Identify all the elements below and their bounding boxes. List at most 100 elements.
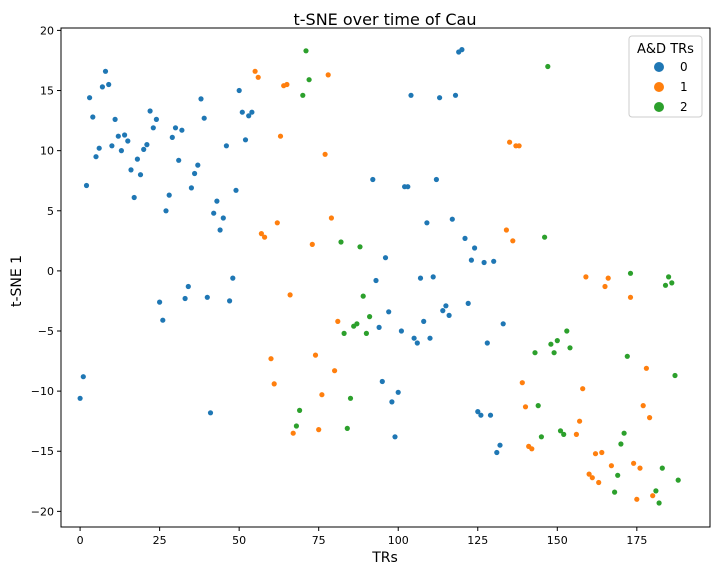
legend: A&D TRs 0 1 2 <box>628 35 703 118</box>
scatter-point-series-0-80 <box>449 216 455 222</box>
scatter-point-series-0-53 <box>246 113 252 119</box>
scatter-point-series-0-25 <box>157 299 163 305</box>
scatter-point-series-0-30 <box>172 125 179 131</box>
scatter-point-series-0-83 <box>459 47 465 53</box>
legend-marker-0 <box>654 62 664 72</box>
scatter-point-series-2-20 <box>548 341 554 347</box>
scatter-point-series-0-17 <box>131 194 137 201</box>
scatter-point-series-1-46 <box>640 403 646 409</box>
scatter-point-series-0-22 <box>147 108 153 114</box>
scatter-point-series-0-55 <box>370 176 376 183</box>
scatter-point-series-2-21 <box>551 350 557 356</box>
x-tick-label-175: 175 <box>626 534 647 547</box>
scatter-point-series-1-49 <box>650 493 656 499</box>
plot-frame <box>60 27 711 528</box>
scatter-point-series-0-29 <box>169 134 175 140</box>
scatter-point-series-1-5 <box>271 381 277 387</box>
scatter-point-series-0-52 <box>242 137 249 143</box>
scatter-point-series-0-38 <box>198 96 204 102</box>
scatter-point-series-0-7 <box>99 84 105 90</box>
scatter-point-series-0-67 <box>408 92 414 98</box>
scatter-point-series-1-37 <box>596 479 602 486</box>
scatter-point-series-2-40 <box>675 477 681 483</box>
y-tick-label--10: −10 <box>31 385 54 398</box>
y-tick-label-5: 5 <box>47 205 54 218</box>
scatter-point-series-1-21 <box>503 227 509 233</box>
scatter-point-series-0-94 <box>494 449 500 456</box>
scatter-point-series-1-4 <box>268 356 274 362</box>
scatter-point-series-1-25 <box>516 143 522 149</box>
scatter-point-series-0-88 <box>475 409 481 415</box>
scatter-point-series-0-72 <box>424 220 430 226</box>
scatter-point-series-0-18 <box>134 156 140 162</box>
scatter-point-series-0-66 <box>405 184 411 190</box>
scatter-point-series-0-60 <box>386 309 392 315</box>
scatter-point-series-2-6 <box>341 330 347 336</box>
scatter-point-series-1-44 <box>634 496 640 502</box>
scatter-point-series-0-56 <box>373 277 379 284</box>
scatter-point-series-2-37 <box>666 274 672 280</box>
scatter-point-series-2-0 <box>293 423 299 429</box>
scatter-point-series-1-10 <box>287 292 293 298</box>
scatter-point-series-0-59 <box>382 255 389 261</box>
scatter-point-series-1-35 <box>589 475 595 481</box>
legend-label-0: 0 <box>680 60 688 74</box>
scatter-point-series-2-38 <box>669 280 675 286</box>
scatter-point-series-0-95 <box>497 442 503 448</box>
scatter-point-series-0-78 <box>443 303 449 309</box>
scatter-point-series-0-71 <box>421 318 427 324</box>
scatter-point-series-0-14 <box>122 132 128 138</box>
scatter-point-series-2-22 <box>554 338 560 344</box>
scatter-point-series-0-40 <box>204 294 210 300</box>
scatter-point-series-2-35 <box>659 465 665 471</box>
scatter-point-series-0-33 <box>182 295 188 302</box>
scatter-point-series-0-9 <box>106 81 112 88</box>
scatter-point-series-2-10 <box>354 321 360 327</box>
scatter-point-series-0-75 <box>433 176 439 183</box>
scatter-point-series-0-16 <box>128 167 134 173</box>
y-tick-label--5: −5 <box>38 325 54 338</box>
scatter-point-series-2-27 <box>612 489 618 495</box>
scatter-point-series-0-85 <box>465 300 471 306</box>
scatter-point-series-0-36 <box>192 170 198 177</box>
scatter-point-series-2-1 <box>297 407 303 413</box>
scatter-point-series-0-10 <box>109 143 115 149</box>
scatter-point-series-0-19 <box>137 172 144 178</box>
scatter-point-series-1-7 <box>277 133 284 139</box>
scatter-point-series-2-4 <box>306 77 312 83</box>
scatter-point-series-0-24 <box>153 116 159 122</box>
scatter-point-series-0-21 <box>144 142 150 148</box>
scatter-point-series-0-37 <box>195 162 201 168</box>
scatter-point-series-1-42 <box>627 294 634 300</box>
y-tick-label-20: 20 <box>40 24 54 37</box>
scatter-point-series-0-13 <box>118 148 124 154</box>
scatter-point-series-2-24 <box>561 431 567 437</box>
scatter-point-series-2-5 <box>338 239 344 245</box>
scatter-point-series-0-44 <box>217 227 223 233</box>
scatter-point-series-0-6 <box>96 145 102 151</box>
scatter-point-series-2-15 <box>532 350 538 356</box>
scatter-point-series-1-3 <box>262 234 268 240</box>
scatter-point-series-2-25 <box>564 328 570 334</box>
scatter-point-series-2-11 <box>357 244 363 250</box>
x-tick-label-75: 75 <box>312 534 326 547</box>
scatter-point-series-1-33 <box>583 274 589 280</box>
scatter-point-series-2-36 <box>662 282 669 288</box>
legend-marker-1 <box>654 82 664 92</box>
scatter-point-series-1-12 <box>309 241 315 247</box>
scatter-point-series-0-3 <box>87 95 93 101</box>
scatter-point-series-1-16 <box>322 151 328 157</box>
scatter-point-series-0-43 <box>214 198 220 204</box>
scatter-point-series-0-84 <box>462 235 468 241</box>
scatter-point-series-1-38 <box>599 449 605 456</box>
scatter-point-series-0-77 <box>440 308 446 314</box>
scatter-point-series-1-23 <box>510 238 516 244</box>
scatter-point-series-0-26 <box>160 317 166 323</box>
scatter-point-series-0-2 <box>83 182 90 189</box>
scatter-point-series-2-34 <box>656 500 662 506</box>
scatter-point-series-0-31 <box>176 157 182 163</box>
scatter-point-series-0-48 <box>230 275 236 281</box>
scatter-point-series-2-28 <box>615 472 621 478</box>
